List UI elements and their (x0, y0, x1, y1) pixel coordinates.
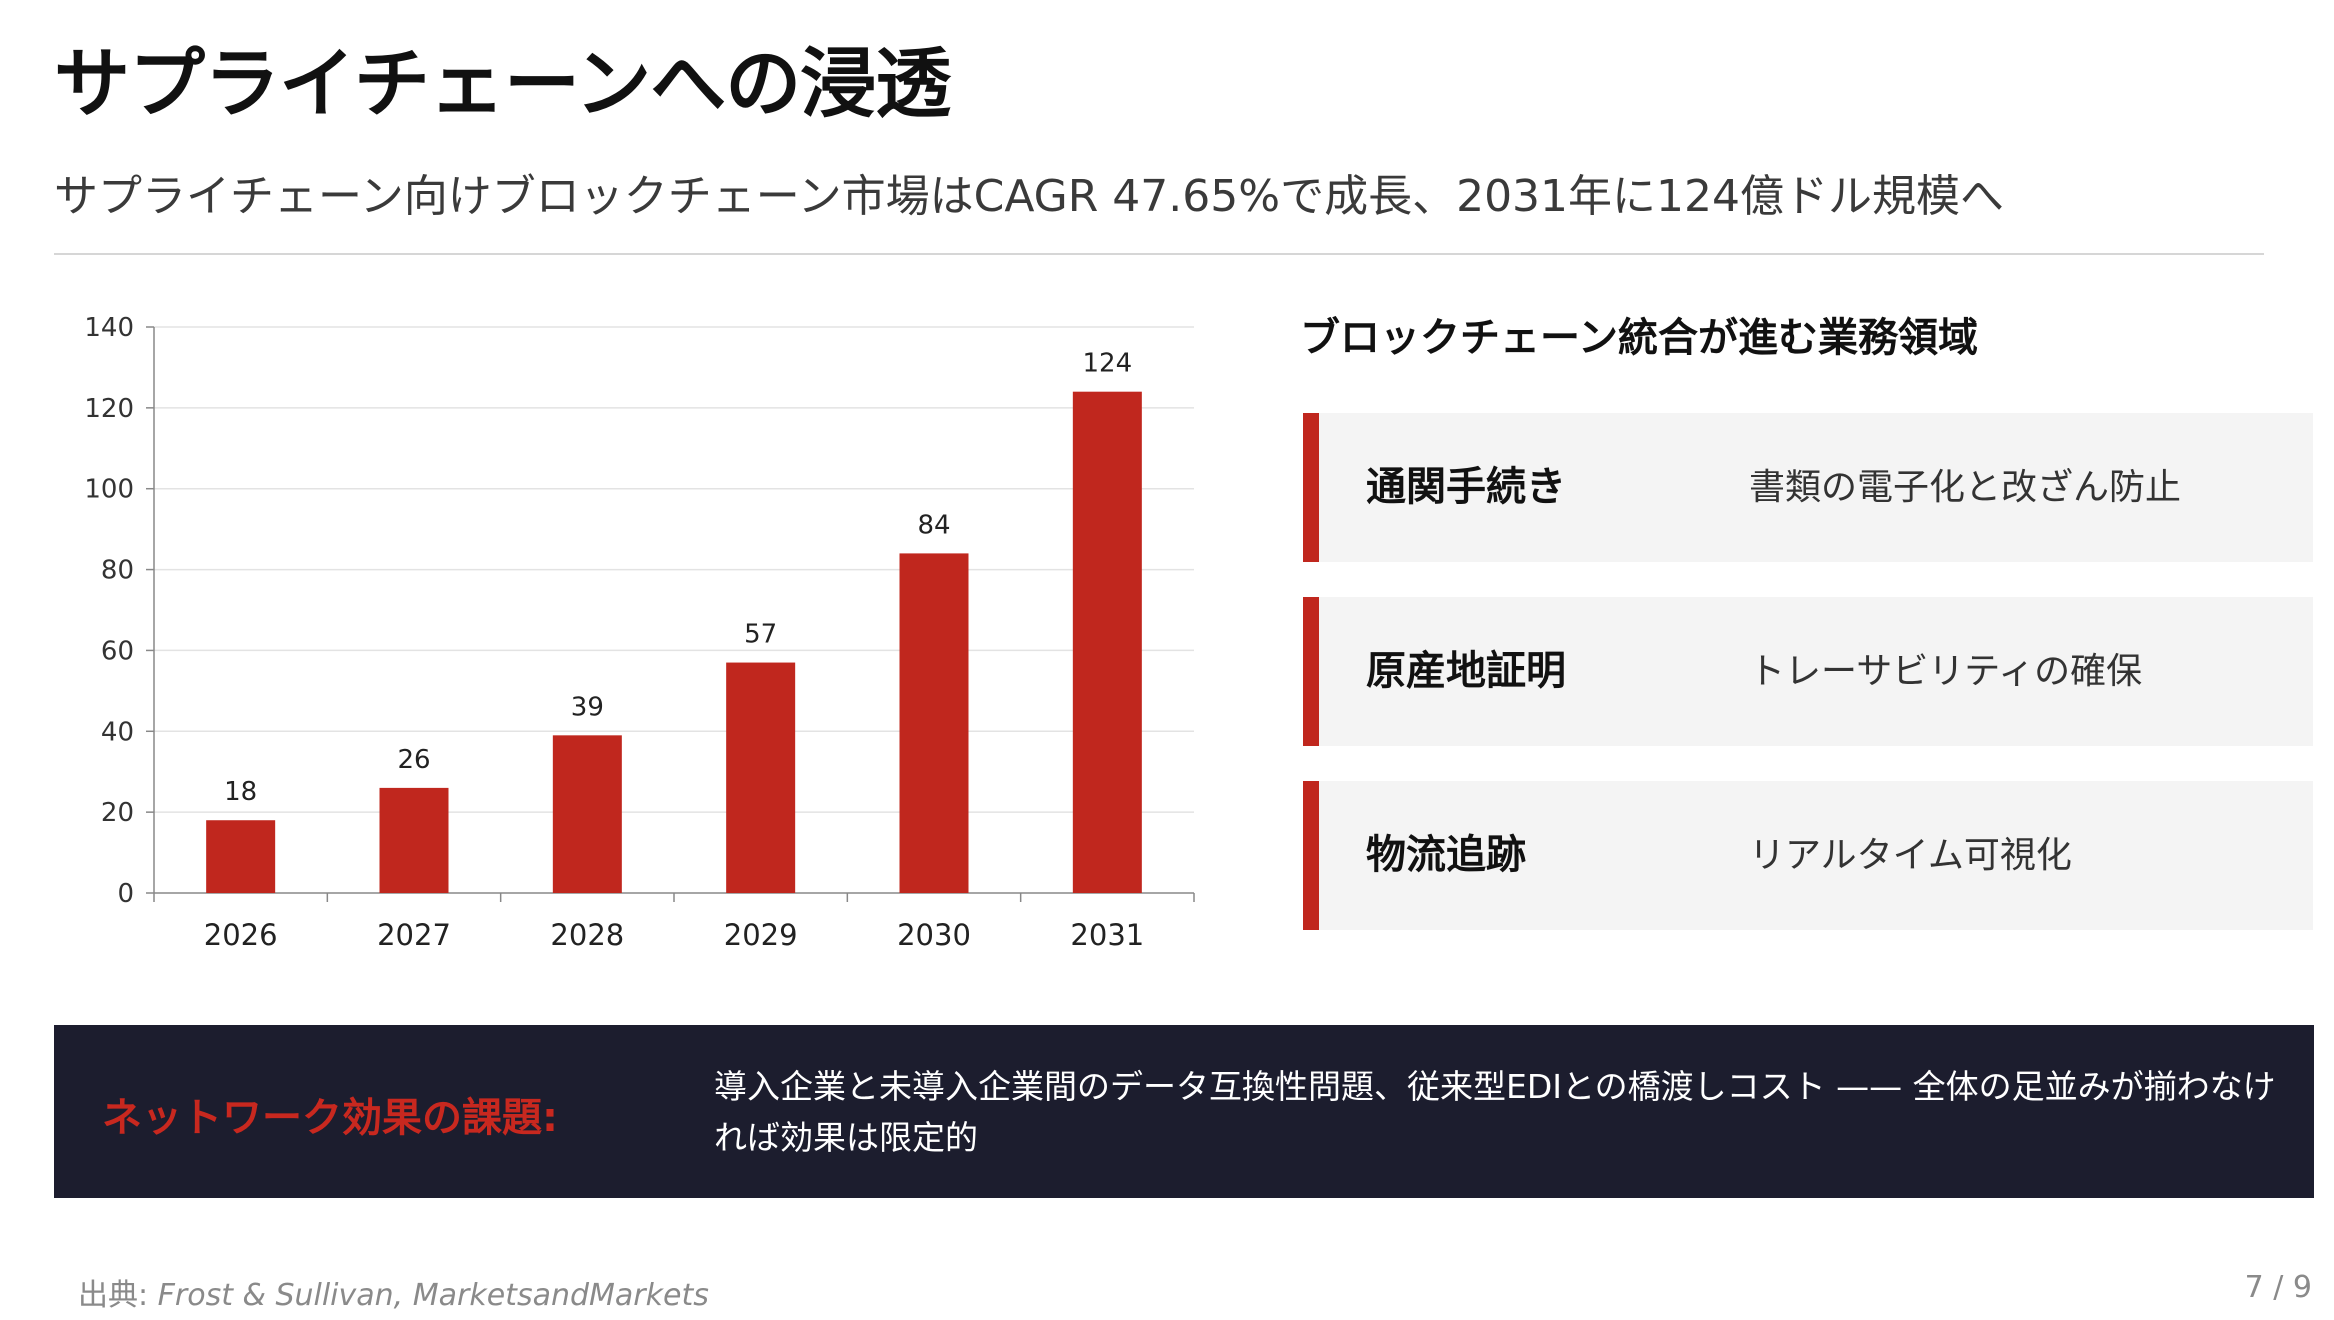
bar-2028 (552, 735, 622, 893)
area-desc: 書類の電子化と改ざん防止 (1749, 467, 2182, 508)
bar-2026 (206, 820, 276, 893)
callout-label: ネットワーク効果の課題: (102, 1095, 558, 1141)
slide-title: サプライチェーンへの浸透 (54, 39, 951, 128)
area-card-origin: 原産地証明 トレーサビリティの確保 (1303, 597, 2313, 746)
data-label-2028: 39 (571, 692, 604, 722)
bar-2029 (726, 662, 796, 893)
area-desc: トレーサビリティの確保 (1749, 651, 2143, 692)
title-divider (54, 253, 2264, 255)
y-tick-label: 20 (101, 798, 134, 828)
x-tick-label-2028: 2028 (550, 918, 624, 952)
y-tick-label: 40 (101, 717, 134, 747)
slide-subtitle: サプライチェーン向けブロックチェーン市場はCAGR 47.65%で成長、2031… (54, 171, 2005, 222)
area-name: 原産地証明 (1366, 648, 1566, 694)
bar-2030 (899, 553, 969, 893)
areas-heading: ブロックチェーン統合が進む業務領域 (1300, 315, 1978, 361)
data-label-2031: 124 (1083, 349, 1133, 379)
data-label-2026: 18 (224, 777, 257, 807)
x-tick-label-2026: 2026 (204, 918, 278, 952)
area-card-customs: 通関手続き 書類の電子化と改ざん防止 (1303, 413, 2313, 562)
data-label-2029: 57 (744, 620, 777, 650)
source-citation: 出典: Frost & Sullivan, MarketsandMarkets (78, 1270, 709, 1314)
market-bar-chart: 0 20 40 60 80 100 120 140 18 2026 26 2027 39 2028 57 20… (84, 313, 1195, 952)
data-label-2030: 84 (917, 510, 950, 540)
x-tick-label-2029: 2029 (724, 918, 798, 952)
y-tick-label: 0 (117, 879, 134, 909)
bar-2031 (1072, 391, 1142, 893)
callout-text: 導入企業と未導入企業間のデータ互換性問題、従来型EDIとの橋渡しコスト —— 全… (714, 1067, 2276, 1157)
x-tick-label-2027: 2027 (377, 918, 451, 952)
y-tick-label: 60 (101, 636, 134, 666)
x-tick-label-2031: 2031 (1070, 918, 1144, 952)
y-tick-label: 100 (84, 475, 134, 505)
area-desc: リアルタイム可視化 (1749, 835, 2072, 876)
network-effect-callout: ネットワーク効果の課題: 導入企業と未導入企業間のデータ互換性問題、従来型EDI… (54, 1025, 2314, 1198)
bar-2027 (379, 787, 449, 893)
area-card-logistics: 物流追跡 リアルタイム可視化 (1303, 781, 2313, 930)
y-tick-label: 80 (101, 556, 134, 586)
source-names: Frost & Sullivan, MarketsandMarkets (157, 1278, 709, 1313)
area-name: 物流追跡 (1366, 832, 1526, 878)
data-label-2027: 26 (397, 745, 430, 775)
x-tick-label-2030: 2030 (897, 918, 971, 952)
y-tick-label: 140 (84, 313, 134, 343)
page-number: 7 / 9 (2244, 1270, 2312, 1305)
area-name: 通関手続き (1366, 464, 1566, 510)
y-tick-label: 120 (84, 394, 134, 424)
source-prefix: 出典: (78, 1278, 158, 1313)
